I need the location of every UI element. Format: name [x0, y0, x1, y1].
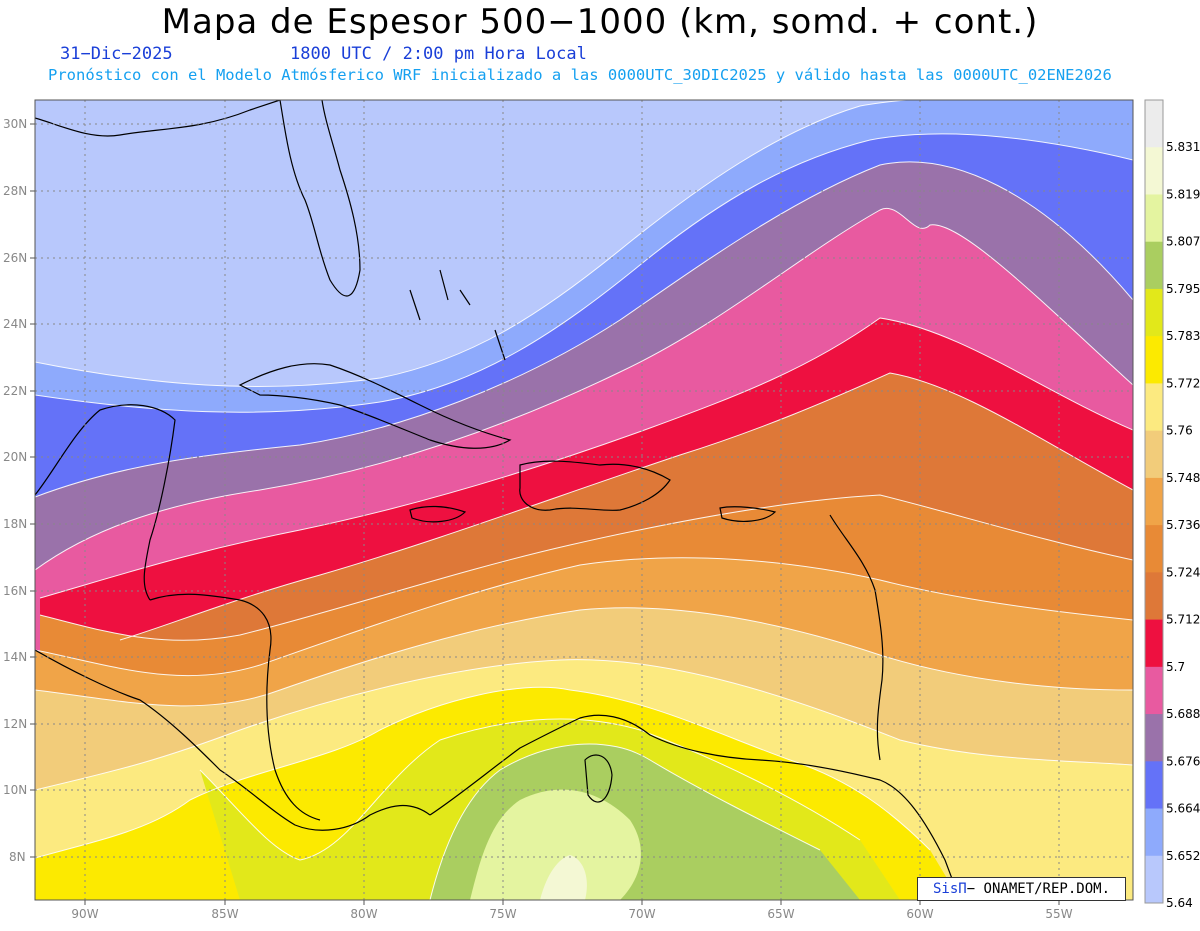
valid-time: 1800 UTC / 2:00 pm Hora Local — [290, 44, 587, 64]
bahamas-island — [439, 269, 449, 301]
colorbar-swatch — [1145, 288, 1163, 337]
colorbar-label: 5.736 — [1166, 518, 1200, 532]
credit-brand: SisΠ — [932, 881, 967, 897]
colorbar-swatch — [1145, 430, 1163, 479]
colorbar-frame — [1144, 99, 1164, 904]
lon-label: 75W — [489, 907, 516, 921]
thickness-bands — [35, 100, 1133, 900]
lat-label: 30N — [3, 117, 27, 131]
colorbar-swatch — [1145, 572, 1163, 621]
bahamas-island — [494, 329, 506, 361]
lat-label: 18N — [3, 517, 27, 531]
colorbar-swatch — [1145, 714, 1163, 762]
lon-label: 55W — [1045, 907, 1072, 921]
colorbar-label: 5.688 — [1166, 707, 1200, 721]
lat-label: 16N — [3, 584, 27, 598]
credit-org: − ONAMET/REP.DOM. — [966, 881, 1110, 897]
lat-label: 28N — [3, 184, 27, 198]
colorbar-swatch — [1145, 100, 1163, 148]
coastlines — [35, 100, 961, 900]
colorbar-label: 5.64 — [1166, 896, 1193, 910]
latitude-axis: 30N 28N 26N 24N 22N 20N 18N 16N 14N 12N … — [3, 117, 35, 864]
lat-label: 8N — [9, 850, 26, 864]
colorbar-swatch — [1145, 477, 1163, 526]
yucatan-coast — [35, 404, 176, 601]
colorbar-label: 5.819 — [1166, 187, 1200, 201]
colorbar-swatch — [1145, 147, 1163, 195]
colorbar-label: 5.795 — [1166, 282, 1200, 296]
lat-label: 12N — [3, 717, 27, 731]
florida-coast — [279, 100, 361, 297]
lon-label: 85W — [211, 907, 238, 921]
colorbar-swatch — [1145, 336, 1163, 384]
lon-label: 65W — [767, 907, 794, 921]
colorbar-label: 5.7 — [1166, 660, 1185, 674]
colorbar-swatch — [1145, 194, 1163, 243]
colorbar-label: 5.724 — [1166, 565, 1200, 579]
forecast-description: Pronóstico con el Modelo Atmósferico WRF… — [48, 66, 1112, 84]
band-5807 — [470, 789, 641, 900]
credit-box: SisΠ− ONAMET/REP.DOM. — [917, 877, 1126, 901]
cuba-outline — [238, 363, 512, 449]
colorbar-swatch — [1145, 619, 1163, 668]
central-america-coast — [35, 649, 431, 831]
colorbar-label: 5.664 — [1166, 802, 1200, 816]
hispaniola-outline — [519, 460, 671, 511]
lon-label: 90W — [71, 907, 98, 921]
colorbar-legend: 5.831 5.819 5.807 5.795 5.783 5.772 5.76 5.748 5… — [1144, 99, 1200, 910]
colorbar-label: 5.676 — [1166, 754, 1200, 768]
colorbar-swatch — [1145, 383, 1163, 432]
us-gulf-coast — [35, 100, 281, 137]
contour-lines — [35, 100, 1133, 900]
lat-label: 24N — [3, 317, 27, 331]
colorbar-label: 5.76 — [1166, 424, 1193, 438]
central-america-caribbean-coast — [149, 593, 321, 821]
bahamas-island — [459, 289, 471, 306]
lake-maracaibo — [584, 754, 613, 803]
lat-label: 22N — [3, 384, 27, 398]
longitude-axis: 90W 85W 80W 75W 70W 65W 60W 55W — [71, 900, 1073, 921]
lat-label: 10N — [3, 783, 27, 797]
colorbar-swatch — [1145, 808, 1163, 857]
lat-label: 14N — [3, 650, 27, 664]
lesser-antilles — [829, 514, 884, 761]
lat-label: 20N — [3, 450, 27, 464]
lon-label: 80W — [350, 907, 377, 921]
valid-date: 31−Dic−2025 — [60, 44, 173, 64]
colorbar-swatch — [1145, 666, 1163, 715]
lon-label: 70W — [628, 907, 655, 921]
map-title: Mapa de Espesor 500−1000 (km, somd. + co… — [161, 2, 1039, 42]
colorbar-label: 5.712 — [1166, 613, 1200, 627]
lon-label: 60W — [906, 907, 933, 921]
grid-lines — [35, 100, 1133, 900]
colorbar-label: 5.652 — [1166, 849, 1200, 863]
colorbar-swatch — [1145, 241, 1163, 290]
colorbar-swatch — [1145, 761, 1163, 810]
colorbar-label: 5.807 — [1166, 235, 1200, 249]
colorbar-swatch — [1145, 855, 1163, 904]
puerto-rico-outline — [719, 506, 777, 522]
colorbar-label: 5.772 — [1166, 376, 1200, 390]
colorbar-label: 5.831 — [1166, 140, 1200, 154]
bahamas-island — [409, 289, 421, 321]
colorbar-label: 5.748 — [1166, 471, 1200, 485]
jamaica-outline — [409, 505, 467, 523]
lat-label: 26N — [3, 251, 27, 265]
map-frame — [34, 99, 1134, 901]
colorbar-swatch — [1145, 525, 1163, 573]
south-america-coast — [429, 714, 961, 900]
band-5819 — [540, 855, 587, 900]
colorbar-label: 5.783 — [1166, 329, 1200, 343]
